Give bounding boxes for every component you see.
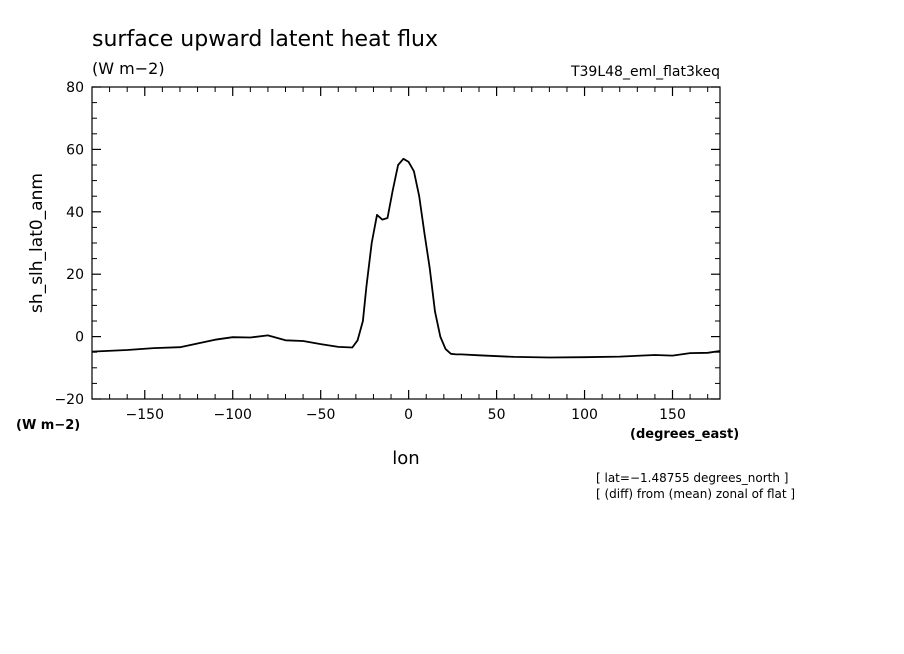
- chart-units: (W m−2): [92, 59, 165, 78]
- x-axis-ticks: [109, 87, 709, 399]
- y-axis-units: (W m−2): [16, 418, 80, 433]
- y-axis-tick-labels: −20 0 20 40 60 80: [54, 80, 84, 408]
- x-axis-units: (degrees_east): [630, 427, 739, 442]
- chart-title: surface upward latent heat flux: [92, 27, 438, 52]
- y-axis-ticks: [92, 86, 720, 400]
- note-latitude: [ lat=−1.48755 degrees_north ]: [596, 471, 788, 485]
- y-tick-label: 40: [66, 205, 84, 221]
- y-tick-label: 20: [66, 267, 84, 283]
- x-axis-tick-labels: −150 −100 −50 0 50 100 150: [126, 407, 686, 423]
- plot-frame: [91, 86, 721, 400]
- y-axis-label: sh_slh_lat0_anm: [27, 173, 47, 313]
- x-tick-label: −50: [306, 407, 336, 423]
- x-tick-label: −100: [214, 407, 252, 423]
- y-tick-label: −20: [54, 392, 84, 408]
- series-line: [91, 157, 721, 359]
- y-tick-label: 80: [66, 80, 84, 96]
- x-tick-label: 0: [404, 407, 413, 423]
- y-tick-label: 0: [75, 330, 84, 346]
- x-axis-label: lon: [392, 448, 419, 469]
- x-tick-label: −150: [126, 407, 164, 423]
- y-tick-label: 60: [66, 142, 84, 158]
- note-diff: [ (diff) from (mean) zonal of flat ]: [596, 487, 795, 501]
- x-tick-label: 100: [571, 407, 598, 423]
- x-tick-label: 50: [488, 407, 506, 423]
- run-label: T39L48_eml_flat3keq: [570, 64, 720, 80]
- x-tick-label: 150: [659, 407, 686, 423]
